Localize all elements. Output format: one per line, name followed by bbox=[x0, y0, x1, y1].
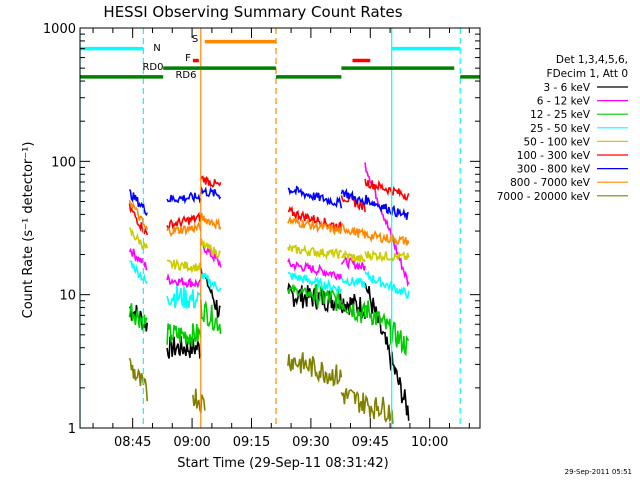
series-line-3-seg-2 bbox=[200, 271, 222, 293]
series-line-7-seg-2 bbox=[200, 212, 222, 230]
series-line-3-seg-4 bbox=[340, 276, 366, 289]
series-line-3-seg-3 bbox=[287, 271, 343, 296]
series-line-0-seg-5 bbox=[364, 283, 410, 421]
series-line-7-seg-0 bbox=[128, 199, 149, 230]
series-line-7-seg-3 bbox=[287, 215, 343, 236]
series-7000-20000keV bbox=[128, 352, 394, 424]
series-line-3-seg-0 bbox=[129, 260, 148, 285]
series-line-2-seg-0 bbox=[128, 303, 148, 333]
series-line-4-seg-4 bbox=[340, 249, 366, 265]
series-50-100keV bbox=[128, 227, 410, 275]
series-line-6-seg-1 bbox=[166, 191, 202, 205]
y-tick-label: 1 bbox=[68, 422, 76, 437]
series-line-5-seg-1 bbox=[166, 211, 202, 230]
series-line-1-seg-4 bbox=[340, 255, 366, 271]
series-line-2-seg-5 bbox=[364, 300, 410, 357]
series-line-2-seg-2 bbox=[200, 299, 222, 335]
y-tick-label: 1000 bbox=[43, 22, 76, 37]
legend-label: 6 - 12 keV bbox=[537, 96, 591, 108]
series-line-4-seg-2 bbox=[200, 238, 222, 259]
flag-label-n: N bbox=[153, 43, 160, 54]
series-line-6-seg-5 bbox=[364, 194, 409, 220]
legend-label: 25 - 50 keV bbox=[530, 123, 591, 135]
series-6-12keV bbox=[128, 162, 410, 289]
series-800-7000keV bbox=[128, 199, 410, 246]
series-line-5-seg-3 bbox=[287, 205, 343, 232]
series-line-8-seg-4 bbox=[376, 396, 394, 424]
legend-label: 100 - 300 keV bbox=[517, 150, 591, 162]
legend-label: 300 - 800 keV bbox=[517, 164, 591, 176]
series-line-8-seg-1 bbox=[192, 388, 206, 413]
series-line-4-seg-1 bbox=[166, 258, 202, 275]
legend-header-line-1: Det 1,3,4,5,6, bbox=[556, 54, 628, 66]
series-line-4-seg-5 bbox=[364, 249, 410, 263]
series-line-7-seg-1 bbox=[166, 220, 202, 238]
series-line-1-seg-0 bbox=[128, 247, 148, 271]
series-line-3-seg-5 bbox=[364, 270, 410, 299]
flag-label-rd6: RD6 bbox=[175, 70, 196, 81]
flag-label-rd0: RD0 bbox=[142, 62, 163, 73]
x-tick-label: 10:00 bbox=[411, 435, 448, 450]
series-line-0-seg-1 bbox=[166, 334, 202, 360]
series-line-5-seg-0 bbox=[128, 203, 149, 236]
x-tick-label: 08:45 bbox=[114, 435, 151, 450]
x-tick-label: 09:00 bbox=[173, 435, 210, 450]
flag-label-s: S bbox=[192, 34, 198, 45]
series-line-7-seg-4 bbox=[340, 222, 366, 239]
series-line-3-seg-1 bbox=[166, 285, 202, 309]
legend-header-line-2: FDecim 1, Att 0 bbox=[547, 68, 628, 80]
series-line-2-seg-1 bbox=[166, 323, 202, 347]
x-tick-label: 09:30 bbox=[292, 435, 329, 450]
series-line-4-seg-3 bbox=[287, 243, 343, 261]
series-line-6-seg-0 bbox=[128, 189, 149, 217]
series-line-8-seg-3 bbox=[340, 388, 378, 420]
series-line-2-seg-3 bbox=[287, 283, 342, 311]
series-line-1-seg-1 bbox=[166, 272, 202, 289]
legend-label: 3 - 6 keV bbox=[543, 82, 590, 94]
x-axis-label: Start Time (29-Sep-11 08:31:42) bbox=[177, 456, 388, 471]
chart-title: HESSI Observing Summary Count Rates bbox=[103, 3, 402, 21]
series-line-6-seg-4 bbox=[340, 187, 366, 206]
x-tick-label: 09:15 bbox=[233, 435, 270, 450]
series-line-4-seg-0 bbox=[128, 227, 149, 251]
series-line-2-seg-4 bbox=[340, 300, 366, 324]
series-line-7-seg-5 bbox=[364, 230, 410, 246]
x-tick-label: 09:45 bbox=[352, 435, 389, 450]
series-line-8-seg-0 bbox=[128, 357, 149, 402]
legend-label: 50 - 100 keV bbox=[523, 136, 590, 148]
series-line-1-seg-3 bbox=[287, 257, 343, 281]
series-100-300keV bbox=[128, 175, 410, 236]
series-300-800keV bbox=[128, 185, 409, 220]
plot-frame bbox=[79, 27, 481, 429]
legend-label: 800 - 7000 keV bbox=[510, 177, 591, 189]
series-line-8-seg-2 bbox=[287, 352, 343, 387]
legend-label: 12 - 25 keV bbox=[530, 109, 591, 121]
flag-label-f: F bbox=[185, 53, 191, 64]
series-12-25keV bbox=[128, 283, 410, 357]
y-tick-label: 100 bbox=[51, 155, 76, 170]
series-line-5-seg-5 bbox=[364, 178, 410, 201]
series-line-5-seg-2 bbox=[200, 175, 222, 188]
legend: Det 1,3,4,5,6, FDecim 1, Att 0 3 - 6 keV… bbox=[497, 54, 628, 203]
y-tick-label: 10 bbox=[59, 289, 76, 304]
generated-timestamp: 29-Sep-2011 05:51 bbox=[564, 468, 632, 476]
series-line-6-seg-2 bbox=[200, 186, 222, 200]
y-axis-label: Count Rate (s⁻¹ detector⁻¹) bbox=[21, 142, 36, 319]
series-line-6-seg-3 bbox=[287, 185, 343, 209]
series-25-50keV bbox=[129, 260, 410, 309]
legend-label: 7000 - 20000 keV bbox=[497, 191, 591, 203]
